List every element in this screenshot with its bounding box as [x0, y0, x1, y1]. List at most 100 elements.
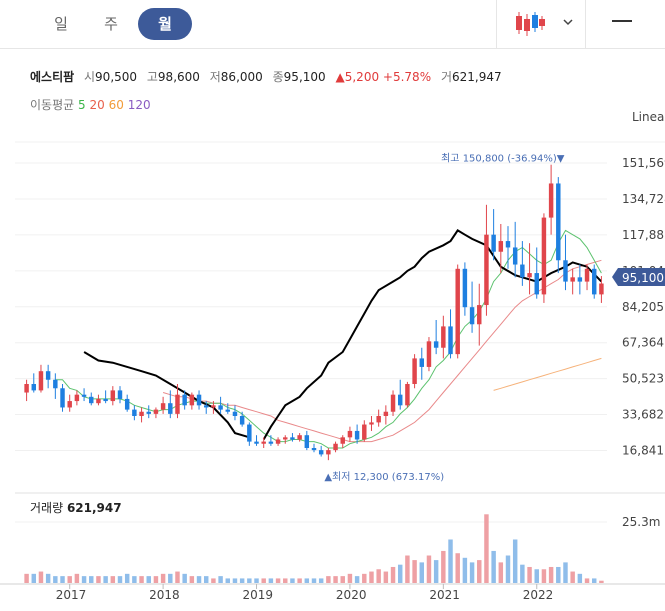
candle — [577, 264, 583, 295]
candle — [239, 411, 245, 427]
candle-body — [304, 435, 310, 448]
tab-month[interactable]: 월 — [138, 8, 192, 40]
volume-bar — [31, 573, 37, 583]
volume-bar — [498, 562, 504, 583]
candle-body — [311, 448, 317, 451]
y-tick-label: 67,364 — [622, 336, 664, 350]
candle-body — [340, 437, 345, 444]
candle — [189, 392, 195, 410]
candle-body — [505, 241, 511, 248]
candle-body — [548, 183, 554, 218]
candle-body — [455, 268, 460, 355]
volume-bar — [153, 576, 159, 583]
volume-bar — [426, 555, 432, 583]
candle-body — [570, 277, 575, 282]
volume-title-label: 거래량 — [30, 501, 64, 515]
volume-bar — [563, 562, 568, 583]
candle — [24, 379, 29, 402]
candle — [527, 243, 532, 295]
candle-body — [290, 437, 295, 440]
volume-title-value: 621,947 — [66, 501, 122, 515]
ma60-legend[interactable]: 60 — [108, 98, 124, 112]
volume-bar — [254, 578, 259, 583]
candle-body — [390, 394, 396, 412]
volume-bar — [541, 569, 547, 583]
candle — [405, 381, 410, 408]
candle — [477, 283, 482, 346]
volume-bar — [448, 539, 453, 583]
candle-body — [412, 358, 417, 384]
candle — [397, 379, 403, 410]
candle — [254, 435, 259, 446]
y-tick-label: 33,682 — [622, 408, 664, 422]
candle-body — [369, 422, 374, 425]
volume-bar — [527, 566, 532, 583]
volume-bar — [203, 576, 209, 583]
volume-bar — [556, 566, 561, 583]
candle-body — [376, 416, 381, 423]
volume-bar — [477, 560, 482, 583]
volume-bar — [290, 578, 295, 583]
candle — [60, 384, 65, 412]
candle-body — [484, 234, 489, 306]
volume-bar — [89, 576, 94, 583]
candle-body — [139, 411, 144, 416]
volume-bar — [441, 550, 446, 583]
candle — [304, 430, 310, 451]
candle — [124, 394, 130, 412]
chevron-down-icon — [563, 19, 573, 26]
tab-week[interactable]: 주 — [104, 15, 118, 33]
volume-bar — [24, 573, 29, 583]
chart-type-button[interactable] — [512, 10, 582, 38]
candle — [591, 264, 597, 299]
candle — [117, 386, 123, 404]
candle-body — [146, 411, 151, 414]
candle-body — [232, 411, 238, 416]
candle — [232, 405, 238, 421]
candle — [354, 424, 360, 444]
candle — [175, 384, 180, 419]
ma20-legend[interactable]: 20 — [89, 98, 105, 112]
candle-body — [261, 441, 266, 444]
volume-bar — [455, 553, 460, 583]
volume-bar — [505, 555, 511, 583]
candle — [520, 241, 525, 286]
candle-body — [160, 403, 166, 410]
candle — [333, 441, 338, 453]
volume-bar — [412, 560, 417, 583]
candlestick-icon — [516, 12, 573, 36]
candle-body — [67, 401, 72, 408]
candle — [196, 390, 202, 410]
candle — [383, 405, 389, 425]
candle — [146, 405, 151, 419]
scale-toggle[interactable]: Linear — [632, 110, 665, 124]
volume-bar — [146, 576, 151, 583]
volume-bar — [132, 576, 137, 583]
candle-body — [283, 437, 288, 440]
candle — [419, 347, 425, 380]
candle — [132, 405, 137, 421]
candle-body — [132, 409, 137, 416]
menu-icon[interactable] — [612, 20, 632, 22]
volume-bar — [124, 573, 130, 583]
candle-body — [60, 388, 65, 408]
candle — [412, 354, 417, 389]
current-price-label: 95,100 — [622, 271, 664, 285]
candle — [182, 390, 187, 410]
candle-body — [448, 326, 453, 355]
candle — [512, 221, 518, 278]
tab-day[interactable]: 일 — [54, 15, 68, 33]
ma5-legend[interactable]: 5 — [78, 98, 86, 112]
volume-bar — [376, 569, 381, 583]
ma120-legend[interactable]: 120 — [127, 98, 151, 112]
candle — [160, 396, 166, 414]
y-tick-label: 101,046 — [622, 264, 665, 278]
volume-bar — [333, 576, 338, 583]
candle-body — [211, 405, 216, 408]
moving-average-legend: 이동평균 5 20 60 120 — [30, 96, 151, 113]
x-tick-label: 2019 — [243, 588, 274, 602]
candle-body — [153, 409, 159, 414]
volume-bar — [182, 573, 187, 583]
candle — [462, 262, 468, 316]
